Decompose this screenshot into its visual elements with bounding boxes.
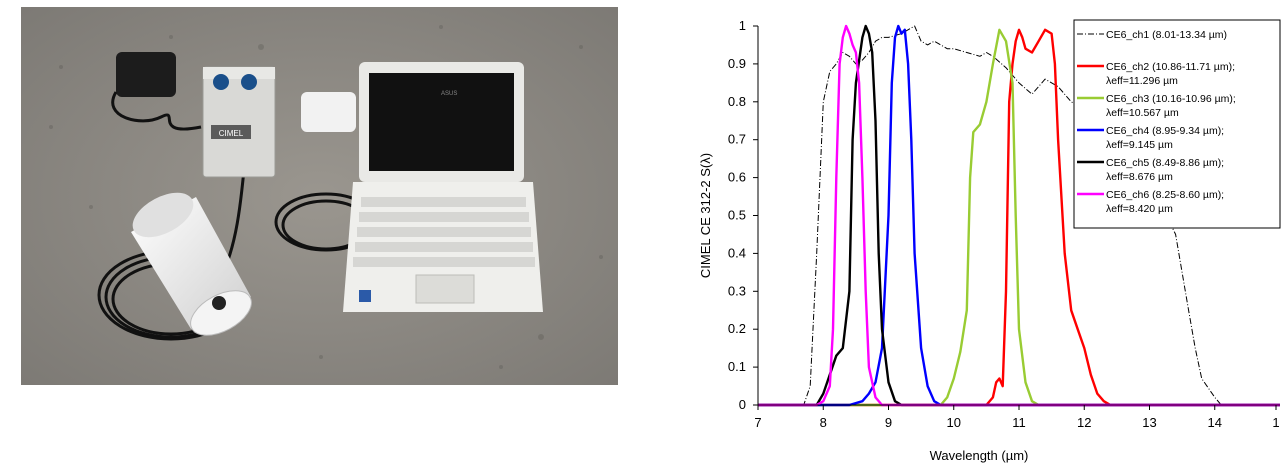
legend-sublabel-3: λeff=10.567 µm	[1106, 107, 1179, 119]
x-tick-group: 7 8 9 10 11 12 13 14 1	[754, 405, 1280, 430]
series-line-4	[758, 24, 1280, 407]
x-axis-label: Wavelength (µm)	[930, 448, 1029, 463]
x-tick-label: 14	[1208, 415, 1222, 430]
legend-box	[1073, 19, 1281, 229]
x-tick-label: 7	[754, 415, 761, 430]
x-tick-label: 9	[885, 415, 892, 430]
laptop-icon: ASUS	[343, 62, 543, 312]
x-tick-label: 1	[1272, 415, 1279, 430]
plot-area	[758, 24, 1280, 407]
legend-sublabel-6: λeff=8.420 µm	[1106, 203, 1173, 215]
legend-sublabel-4: λeff=9.145 µm	[1106, 139, 1173, 151]
spectral-response-chart: 7 8 9 10 11 12 13 14 1 0 0.1 0.2 0.3 0.4 0.5 0.6 0.7 0.8…	[640, 0, 1282, 465]
x-tick-label: 10	[947, 415, 961, 430]
y-axis-label: CIMEL CE 312-2 S(λ)	[698, 153, 713, 278]
y-tick-label: 0.7	[728, 132, 746, 147]
photo-illustration: CIMEL ASUS	[21, 7, 618, 385]
y-tick-label: 0.1	[728, 359, 746, 374]
y-tick-label: 0.6	[728, 170, 746, 185]
chart-canvas: 7 8 9 10 11 12 13 14 1 0 0.1 0.2 0.3 0.4 0.5 0.6 0.7 0.8…	[698, 18, 1281, 463]
chart-legend: CE6_ch1 (8.01-13.34 µm) CE6_ch2 (10.86-11…	[1073, 19, 1281, 229]
laptop-brand: ASUS	[441, 91, 457, 97]
series-line-2	[758, 28, 1280, 407]
y-tick-label: 0.5	[728, 208, 746, 223]
legend-label-5: CE6_ch5 (8.49-8.86 µm);	[1106, 157, 1224, 169]
x-tick-label: 12	[1077, 415, 1091, 430]
legend-label-4: CE6_ch4 (8.95-9.34 µm);	[1106, 125, 1224, 137]
x-tick-label: 8	[820, 415, 827, 430]
legend-label-2: CE6_ch2 (10.86-11.71 µm);	[1106, 61, 1235, 73]
wall-plug-icon	[301, 92, 356, 132]
power-adapter-icon	[111, 52, 202, 131]
legend-label-3: CE6_ch3 (10.16-10.96 µm);	[1106, 93, 1236, 105]
y-tick-label: 0.4	[728, 245, 746, 260]
y-tick-label: 0.2	[728, 321, 746, 336]
legend-sublabel-5: λeff=8.676 µm	[1106, 171, 1173, 183]
series-line-6	[758, 24, 1280, 407]
x-tick-label: 11	[1012, 415, 1026, 430]
y-tick-label: 0.9	[728, 56, 746, 71]
y-tick-label: 0	[739, 397, 746, 412]
instrument-photo: CIMEL ASUS	[21, 7, 618, 385]
x-tick-label: 13	[1142, 415, 1156, 430]
control-box-icon: CIMEL	[202, 66, 276, 178]
y-tick-label: 0.8	[728, 94, 746, 109]
legend-label-6: CE6_ch6 (8.25-8.60 µm);	[1106, 189, 1224, 201]
y-tick-group: 0 0.1 0.2 0.3 0.4 0.5 0.6 0.7 0.8 0.9 1	[728, 18, 758, 412]
sensor-head-icon	[131, 192, 252, 336]
box-label: CIMEL	[219, 129, 244, 138]
y-tick-label: 1	[739, 18, 746, 33]
legend-label-1: CE6_ch1 (8.01-13.34 µm)	[1106, 29, 1227, 41]
legend-sublabel-2: λeff=11.296 µm	[1106, 75, 1178, 87]
y-tick-label: 0.3	[728, 283, 746, 298]
